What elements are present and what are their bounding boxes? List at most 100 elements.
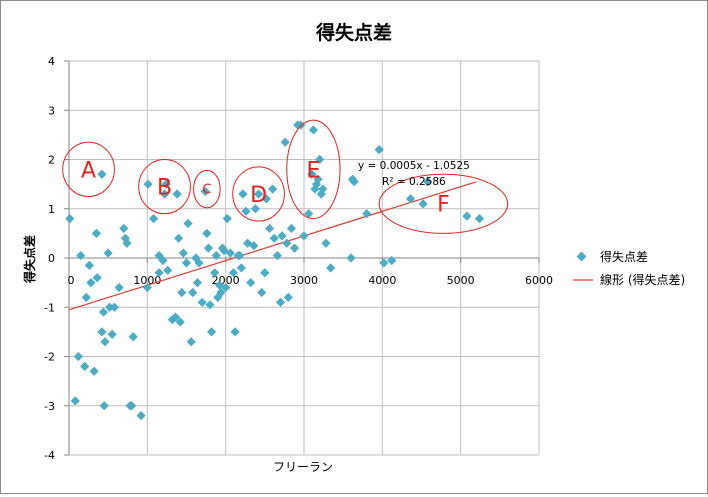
annotation-ellipse-e xyxy=(286,119,341,220)
data-point xyxy=(192,278,203,288)
x-axis-label: フリーラン xyxy=(273,460,333,474)
y-tick-label: 3 xyxy=(48,104,55,117)
data-point xyxy=(89,366,99,376)
data-point xyxy=(194,258,204,268)
data-point xyxy=(315,154,325,165)
legend-label-trendline: 線形 (得失点差) xyxy=(600,272,685,287)
data-point xyxy=(202,228,212,238)
data-point xyxy=(203,243,214,253)
data-point xyxy=(128,332,138,342)
data-point xyxy=(177,287,187,298)
data-point xyxy=(122,238,132,248)
data-point xyxy=(114,282,124,293)
data-point xyxy=(86,278,96,288)
data-point xyxy=(149,214,159,224)
data-point xyxy=(91,228,102,238)
data-point xyxy=(261,194,271,204)
data-point xyxy=(250,204,261,214)
data-point xyxy=(172,189,182,199)
chart-title: 得失点差 xyxy=(315,21,392,44)
data-point xyxy=(321,238,331,248)
data-point xyxy=(205,300,215,310)
data-point xyxy=(241,206,251,216)
data-point xyxy=(462,211,472,221)
data-point xyxy=(200,186,210,197)
annotation-label-e: E xyxy=(306,158,320,183)
x-tick-label: 5000 xyxy=(447,274,475,287)
data-point xyxy=(65,214,75,224)
data-point xyxy=(387,255,397,266)
data-point xyxy=(349,177,359,187)
data-point xyxy=(313,174,323,184)
x-tick-labels: 0 1000 2000 3000 4000 5000 6000 xyxy=(68,274,554,287)
data-point xyxy=(318,184,328,194)
data-point xyxy=(178,248,188,258)
x-tick-label: 4000 xyxy=(368,274,396,287)
data-point xyxy=(211,250,221,261)
y-tick-label: -4 xyxy=(44,449,55,462)
data-point xyxy=(257,287,267,298)
data-point xyxy=(97,327,107,337)
data-point xyxy=(103,248,113,258)
data-point xyxy=(283,292,293,302)
data-point xyxy=(296,120,306,130)
data-point xyxy=(127,401,137,411)
data-point xyxy=(253,189,264,199)
annotation-ellipse-d xyxy=(232,166,285,222)
data-point xyxy=(99,401,109,411)
legend-marker-points xyxy=(576,251,587,262)
data-point xyxy=(76,250,86,261)
data-point xyxy=(100,337,110,347)
data-point xyxy=(174,233,184,243)
data-point xyxy=(154,268,164,278)
data-point xyxy=(308,125,318,135)
data-point xyxy=(221,282,231,293)
data-point xyxy=(299,231,309,241)
annotation-ellipse-c xyxy=(193,169,221,209)
data-point xyxy=(282,238,292,248)
y-tick-label: -2 xyxy=(44,351,55,364)
data-point xyxy=(474,214,485,224)
legend-label-points: 得失点差 xyxy=(600,249,648,264)
annotation-label-b: B xyxy=(157,176,172,201)
data-point xyxy=(97,169,107,179)
data-point xyxy=(326,263,336,273)
data-point xyxy=(405,194,416,204)
annotation-label-d: D xyxy=(250,183,267,208)
annotation-label-c: C xyxy=(202,183,211,198)
data-point xyxy=(222,214,232,224)
x-tick-label: 1000 xyxy=(133,274,161,287)
data-point xyxy=(307,169,317,179)
x-tick-label: 0 xyxy=(68,274,75,287)
data-point xyxy=(272,250,282,261)
data-point xyxy=(81,292,91,302)
y-tick-label: -3 xyxy=(44,400,55,413)
annotation-ellipse-b xyxy=(138,159,191,215)
data-point xyxy=(183,218,193,229)
annotation-ellipse-f xyxy=(378,173,509,234)
data-point xyxy=(105,302,115,312)
trend-r2: R² = 0.2586 xyxy=(382,176,446,188)
data-point xyxy=(213,292,223,302)
data-point xyxy=(206,327,217,337)
data-point xyxy=(214,280,224,290)
trendline xyxy=(68,181,477,311)
data-point xyxy=(246,278,256,288)
data-point xyxy=(197,297,207,307)
x-tick-label: 6000 xyxy=(525,274,553,287)
y-tick-label: 0 xyxy=(48,252,55,265)
data-point xyxy=(159,189,170,199)
y-axis-label: 得失点差 xyxy=(22,235,37,284)
data-point xyxy=(379,258,389,268)
data-point xyxy=(80,361,90,371)
data-points xyxy=(65,120,485,421)
data-point xyxy=(188,287,198,298)
data-point xyxy=(143,179,153,189)
annotation-label-a: A xyxy=(81,158,96,183)
data-point xyxy=(186,337,196,347)
data-point xyxy=(216,287,226,298)
data-point xyxy=(418,199,428,209)
data-point xyxy=(107,329,117,339)
annotation-ellipse-a xyxy=(62,141,115,197)
